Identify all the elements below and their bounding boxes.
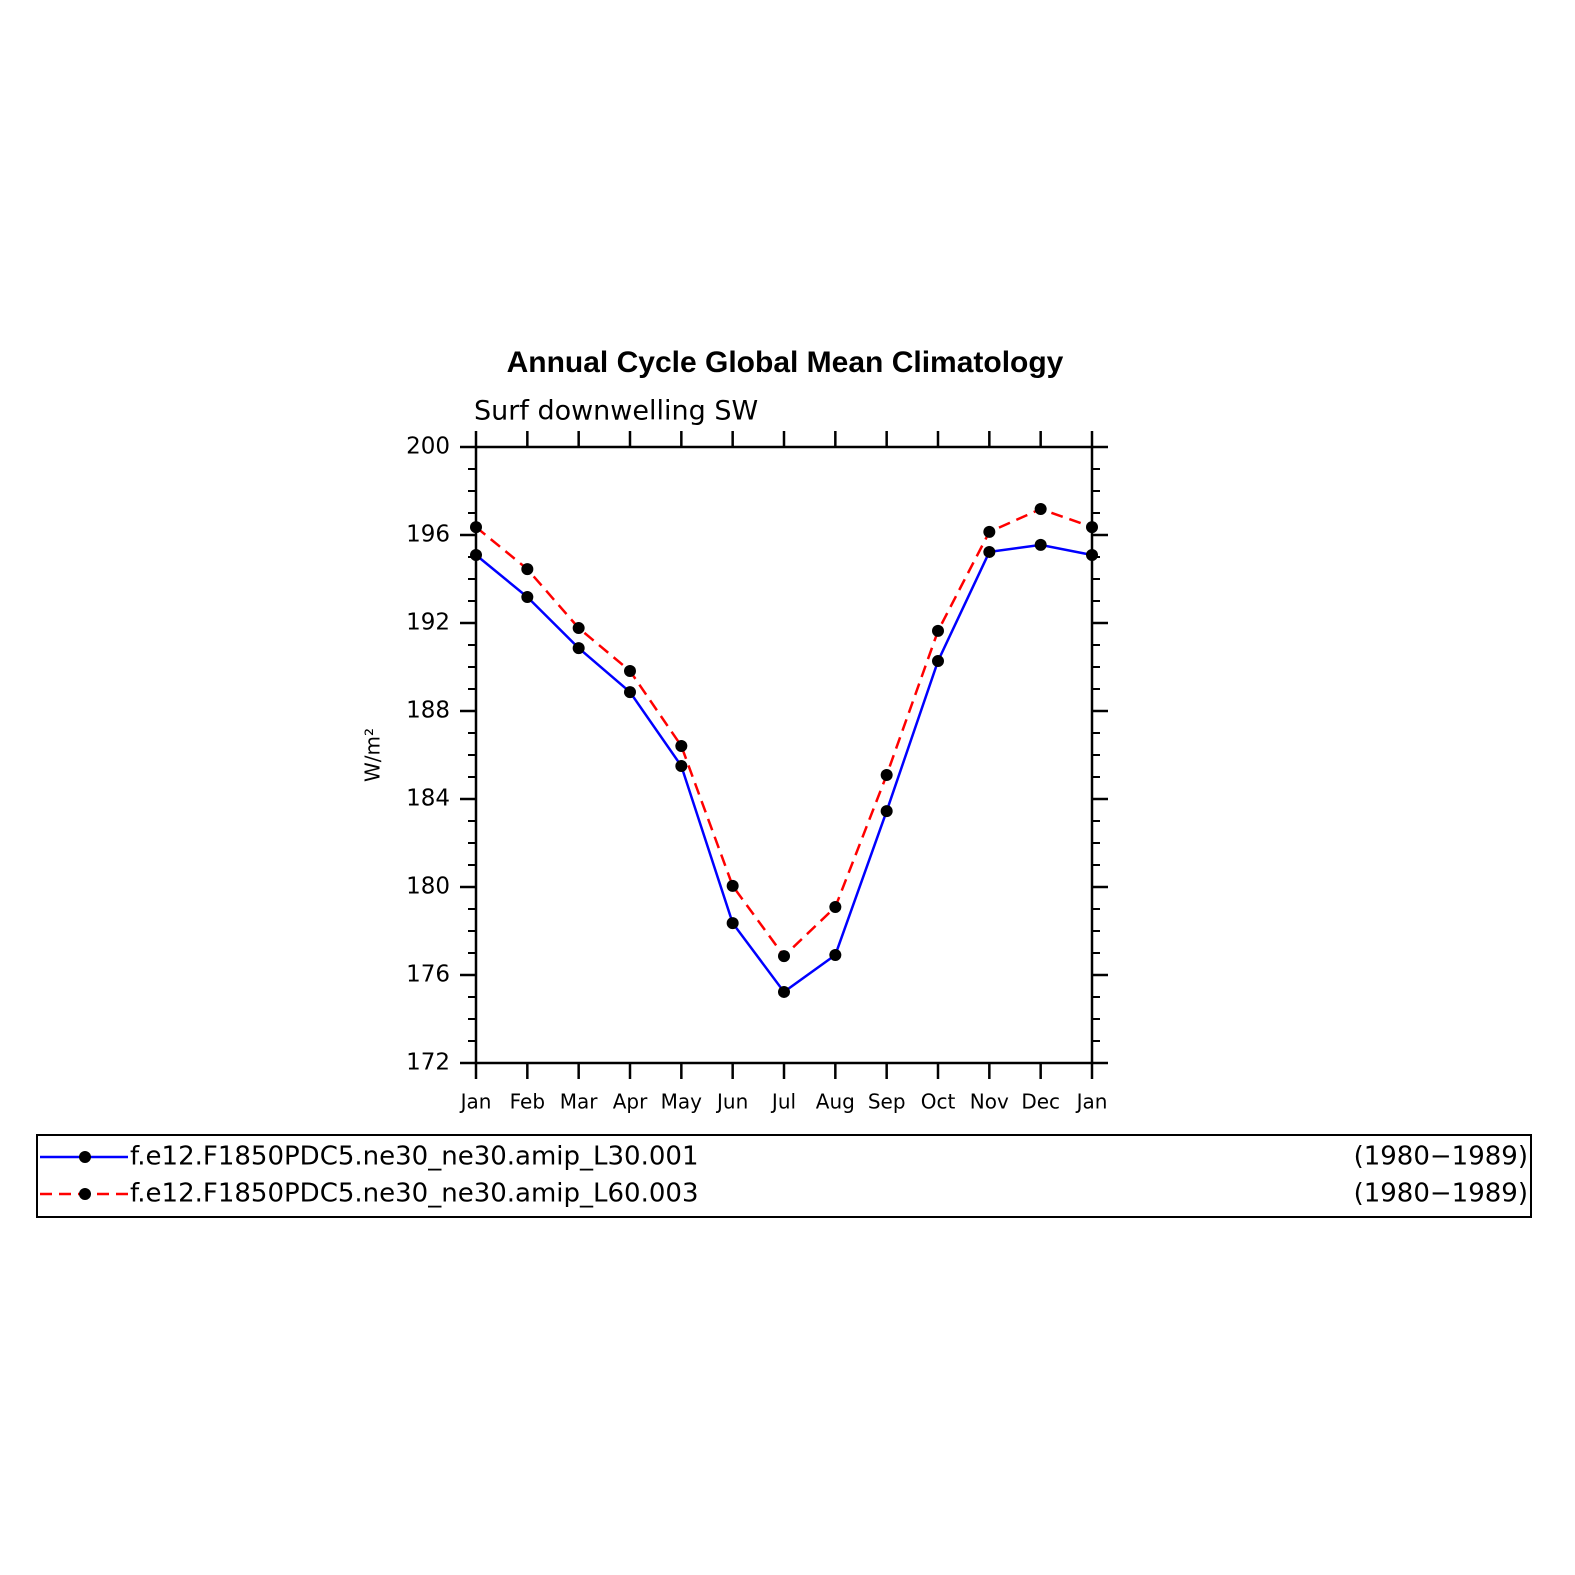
chart-subtitle: Surf downwelling SW [474, 396, 758, 427]
x-tick-label: Jan [459, 1090, 492, 1114]
data-point [521, 591, 534, 604]
data-point [726, 879, 739, 892]
data-point [983, 545, 996, 558]
legend-period: (1980−1989) [1354, 1179, 1528, 1209]
y-tick-label: 184 [406, 786, 450, 812]
legend-marker [79, 1151, 91, 1163]
data-point [521, 563, 534, 576]
series-line [475, 543, 1093, 994]
legend-period: (1980−1989) [1354, 1142, 1528, 1172]
legend-label: f.e12.F1850PDC5.ne30_ne30.amip_L60.003 [130, 1179, 698, 1209]
x-tick-label: Nov [970, 1090, 1009, 1114]
legend-label: f.e12.F1850PDC5.ne30_ne30.amip_L30.001 [130, 1142, 698, 1172]
data-point [675, 760, 688, 772]
data-point [932, 655, 944, 668]
data-point [572, 642, 585, 655]
data-point [1034, 538, 1047, 551]
x-tick-label: Jan [1075, 1090, 1108, 1114]
data-point [983, 525, 996, 538]
y-tick-label: 180 [406, 874, 450, 900]
x-tick-label: Mar [560, 1090, 599, 1114]
data-point [932, 624, 944, 637]
y-tick-label: 188 [406, 698, 450, 724]
legend-box [36, 1134, 1532, 1218]
data-point [880, 805, 893, 818]
y-tick-label: 196 [406, 522, 450, 548]
data-point [624, 664, 636, 677]
y-tick-label: 176 [406, 962, 450, 988]
x-tick-label: Jun [715, 1090, 748, 1114]
data-point [880, 769, 893, 782]
y-tick-label: 200 [406, 434, 450, 460]
x-tick-label: Apr [613, 1090, 648, 1114]
x-tick-label: Feb [510, 1090, 545, 1114]
y-tick-label: 192 [406, 610, 450, 636]
data-point [726, 917, 739, 930]
data-point [1086, 549, 1098, 562]
series-line [475, 507, 1093, 958]
data-point [572, 622, 585, 635]
x-tick-label: Oct [921, 1090, 956, 1114]
data-point [1086, 521, 1098, 534]
x-tick-label: May [661, 1090, 703, 1114]
y-tick-label: 172 [406, 1050, 450, 1076]
x-tick-label: Aug [816, 1090, 855, 1114]
data-point [829, 948, 842, 961]
data-point [470, 521, 482, 534]
plot-frame [474, 445, 1094, 1065]
chart-title: Annual Cycle Global Mean Climatology [507, 346, 1064, 379]
x-tick-label: Sep [868, 1090, 906, 1114]
data-point [829, 901, 842, 914]
data-point [470, 549, 482, 562]
x-tick-label: Dec [1021, 1090, 1060, 1114]
data-point [1034, 503, 1047, 516]
legend-marker [79, 1188, 91, 1200]
data-point [778, 985, 790, 998]
x-tick-label: Jul [770, 1090, 796, 1114]
y-axis-label: W/m² [361, 728, 385, 782]
data-point [675, 739, 688, 752]
data-point [624, 686, 636, 699]
data-point [778, 950, 790, 963]
